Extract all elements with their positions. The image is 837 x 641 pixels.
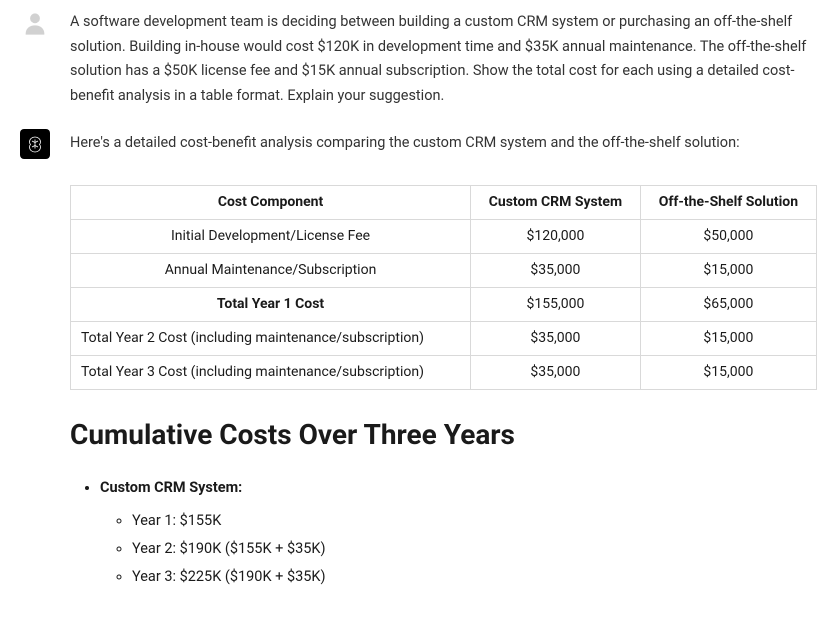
cumulative-custom-years: Year 1: $155K Year 2: $190K ($155K + $35K… — [100, 510, 817, 587]
table-row: Total Year 2 Cost (including maintenance… — [71, 322, 817, 356]
table-cell-label: Total Year 3 Cost (including maintenance… — [71, 356, 471, 390]
cumulative-heading: Cumulative Costs Over Three Years — [70, 418, 817, 451]
table-header-row: Cost Component Custom CRM System Off-the… — [71, 186, 817, 220]
table-cell-ots: $15,000 — [640, 356, 816, 390]
table-row: Total Year 1 Cost$155,000$65,000 — [71, 288, 817, 322]
assistant-message: Here's a detailed cost-benefit analysis … — [20, 129, 817, 602]
assistant-message-content: Here's a detailed cost-benefit analysis … — [70, 129, 817, 602]
table-cell-label: Total Year 2 Cost (including maintenance… — [71, 322, 471, 356]
user-message: A software development team is deciding … — [20, 8, 817, 109]
table-body: Initial Development/License Fee$120,000$… — [71, 220, 817, 390]
table-cell-custom: $35,000 — [471, 322, 641, 356]
table-row: Total Year 3 Cost (including maintenance… — [71, 356, 817, 390]
user-message-content: A software development team is deciding … — [70, 8, 817, 109]
table-cell-custom: $35,000 — [471, 254, 641, 288]
table-cell-custom: $120,000 — [471, 220, 641, 254]
table-row: Annual Maintenance/Subscription$35,000$1… — [71, 254, 817, 288]
table-cell-custom: $155,000 — [471, 288, 641, 322]
assistant-intro-text: Here's a detailed cost-benefit analysis … — [70, 131, 817, 156]
table-cell-ots: $15,000 — [640, 254, 816, 288]
cumulative-item-custom: Custom CRM System: Year 1: $155K Year 2: … — [100, 479, 817, 587]
table-header-component: Cost Component — [71, 186, 471, 220]
table-cell-label: Initial Development/License Fee — [71, 220, 471, 254]
user-avatar-icon — [20, 8, 50, 38]
cost-comparison-table: Cost Component Custom CRM System Off-the… — [70, 185, 817, 390]
cumulative-year-item: Year 3: $225K ($190K + $35K) — [132, 566, 817, 588]
cumulative-custom-label: Custom CRM System: — [100, 479, 242, 496]
table-cell-ots: $50,000 — [640, 220, 816, 254]
table-cell-ots: $65,000 — [640, 288, 816, 322]
table-header-custom: Custom CRM System — [471, 186, 641, 220]
cumulative-list: Custom CRM System: Year 1: $155K Year 2: … — [70, 479, 817, 587]
table-header-ots: Off-the-Shelf Solution — [640, 186, 816, 220]
cumulative-year-item: Year 1: $155K — [132, 510, 817, 532]
table-cell-custom: $35,000 — [471, 356, 641, 390]
user-prompt-text: A software development team is deciding … — [70, 10, 817, 109]
assistant-avatar-icon — [20, 129, 50, 159]
cumulative-year-item: Year 2: $190K ($155K + $35K) — [132, 538, 817, 560]
table-cell-ots: $15,000 — [640, 322, 816, 356]
table-row: Initial Development/License Fee$120,000$… — [71, 220, 817, 254]
table-cell-label: Total Year 1 Cost — [71, 288, 471, 322]
table-cell-label: Annual Maintenance/Subscription — [71, 254, 471, 288]
